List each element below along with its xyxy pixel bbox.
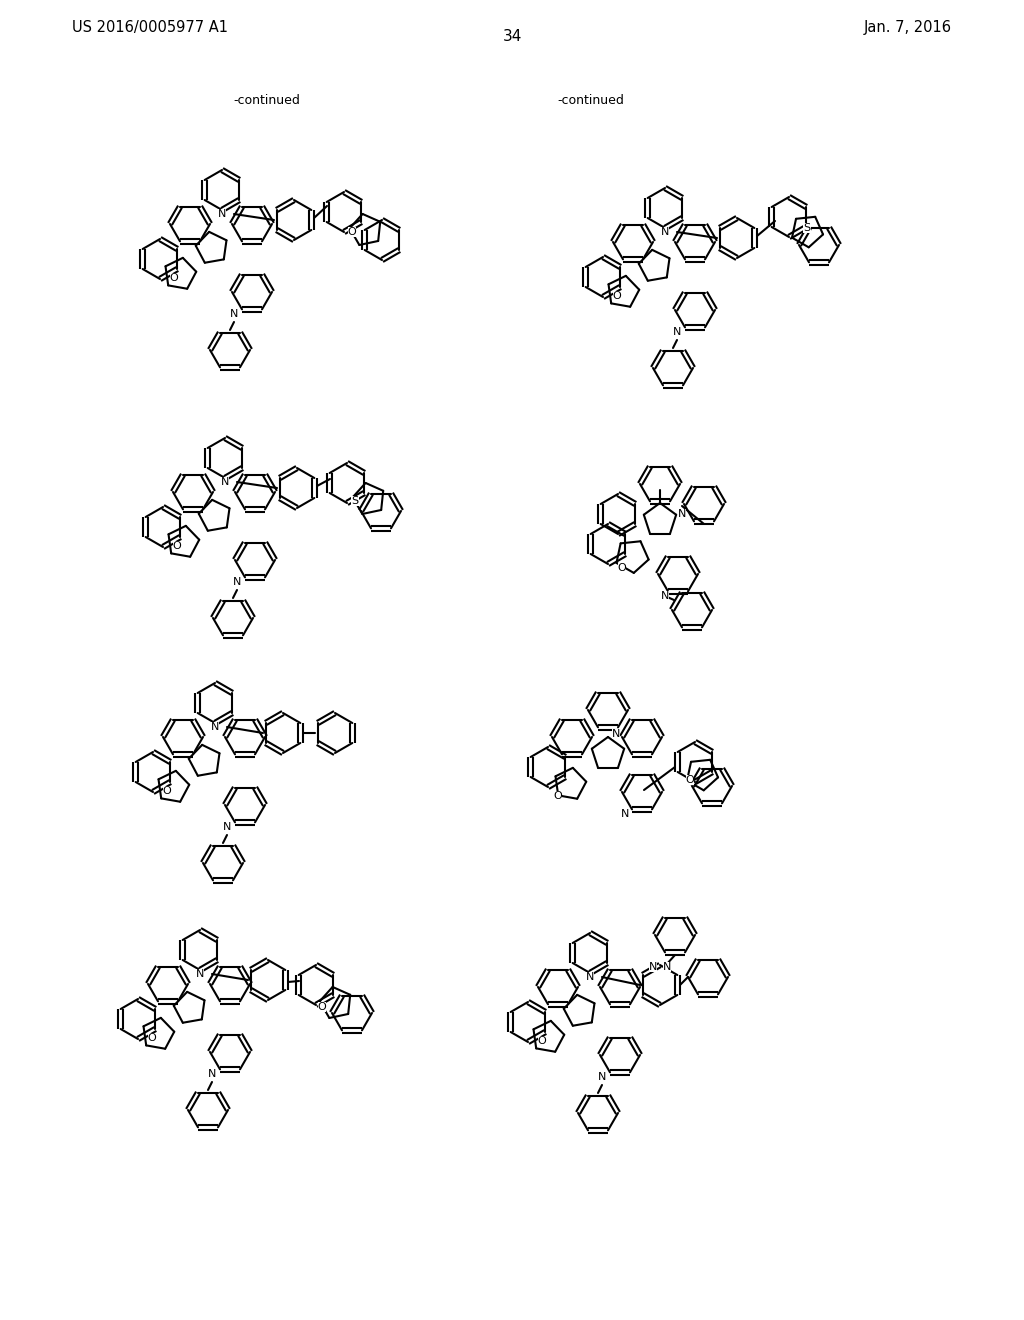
Text: N: N	[660, 591, 670, 601]
Text: N: N	[223, 822, 231, 832]
Text: O: O	[317, 1002, 327, 1012]
Text: O: O	[163, 785, 171, 796]
Text: N: N	[196, 969, 204, 979]
Text: O: O	[147, 1034, 157, 1043]
Text: O: O	[686, 775, 694, 785]
Text: N: N	[611, 729, 621, 739]
Text: S: S	[351, 496, 358, 506]
Text: N: N	[218, 209, 226, 219]
Text: N: N	[211, 722, 219, 733]
Text: O: O	[170, 273, 178, 282]
Text: N: N	[208, 1069, 216, 1078]
Text: N: N	[598, 1072, 606, 1082]
Text: S: S	[804, 223, 811, 234]
Text: -continued: -continued	[557, 94, 625, 107]
Text: N: N	[229, 309, 239, 319]
Text: N: N	[673, 327, 681, 337]
Text: O: O	[617, 564, 627, 573]
Text: O: O	[554, 791, 562, 801]
Text: US 2016/0005977 A1: US 2016/0005977 A1	[72, 20, 228, 36]
Text: O: O	[173, 541, 181, 550]
Text: N: N	[649, 962, 657, 972]
Text: N: N	[232, 577, 242, 587]
Text: N: N	[663, 962, 671, 972]
Text: N: N	[678, 510, 686, 519]
Text: O: O	[538, 1036, 547, 1045]
Text: Jan. 7, 2016: Jan. 7, 2016	[864, 20, 952, 36]
Text: O: O	[347, 227, 356, 238]
Text: N: N	[621, 809, 629, 818]
Text: O: O	[612, 290, 622, 301]
Text: 34: 34	[503, 29, 521, 44]
Text: -continued: -continued	[233, 94, 300, 107]
Text: N: N	[221, 477, 229, 487]
Text: N: N	[660, 227, 670, 238]
Text: N: N	[586, 972, 594, 982]
